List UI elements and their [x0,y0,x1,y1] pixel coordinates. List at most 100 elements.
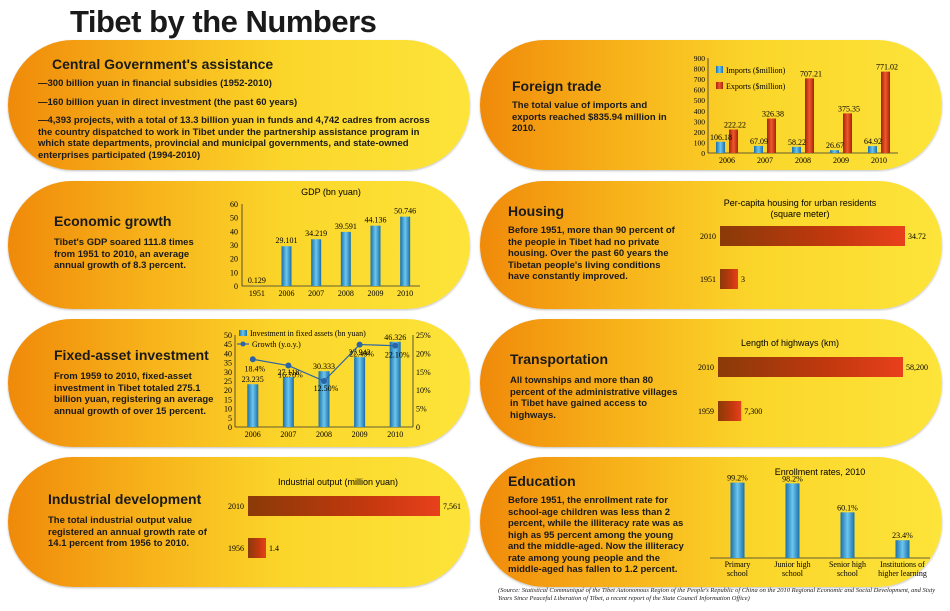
bar-exports [805,78,814,153]
data-label: 39.591 [335,222,357,231]
bar-exports [729,129,738,153]
bar-exports [843,113,852,153]
housing-title: Housing [508,203,564,219]
growth-point [249,356,256,363]
x-tick-label: 2008 [338,289,354,298]
data-label: 222.22 [724,121,746,130]
y-tick-label: 5 [228,414,232,423]
y-tick-label: 2010 [698,363,714,372]
industrial-panel: Industrial development The total industr… [8,457,470,587]
y-tick-label: 800 [694,65,706,74]
foreign-title: Foreign trade [512,78,602,94]
y-tick-label: 2010 [700,232,716,241]
bar [785,483,800,558]
y-tick-label: 0 [228,423,232,432]
fixed-asset-chart: 0510152025303540455005%10%15%20%25%23.23… [224,329,431,439]
bar [370,225,381,286]
growth-label: 22.40% [349,350,374,359]
x-tick-label: 2006 [245,430,261,439]
y-tick-label: 1956 [228,544,244,553]
y-tick-label: 25 [224,377,232,386]
central-line: —160 billion yuan in direct investment (… [38,96,298,108]
data-label: 58,200 [906,363,928,372]
bar [311,239,322,286]
enrollment-chart: Enrollment rates, 201099.2%Primaryschool… [710,467,930,578]
industrial-chart: Industrial output (million yuan) 2010 7,56… [228,477,461,558]
transportation-panel: Transportation All townships and more th… [480,319,942,447]
education-panel: Education Before 1951, the enrollment ra… [480,457,942,587]
data-label: 60.1% [837,503,858,512]
data-label: 7,561 [443,502,461,511]
economic-text: Tibet's GDP soared 111.8 times from 1951… [54,237,194,271]
y-tick-label: 30 [230,241,238,250]
economic-growth-panel: Economic growth Tibet's GDP soared 111.8… [8,181,470,309]
y-tick-label: 200 [694,128,706,137]
growth-point [392,342,399,349]
growth-label: 22.10% [385,351,410,360]
housing-chart: Per-capita housing for urban residents(s… [700,198,926,289]
data-label: 44.136 [365,216,387,225]
education-text: Before 1951, the enrollment rate for sch… [508,495,684,575]
data-label: 771.02 [876,63,898,72]
bar-imports [830,150,839,153]
y-tick-label: 10 [230,268,238,277]
data-label: 34.219 [305,229,327,238]
data-label: 106.18 [710,133,732,142]
growth-point [285,362,292,369]
bar [718,401,742,421]
industrial-title: Industrial development [48,491,202,507]
data-label: 30.333 [313,362,335,371]
data-label: 58.22 [788,138,806,147]
y-tick-label: 900 [694,54,706,63]
bar-exports [767,118,776,153]
gdp-chart: GDP (bn yuan) 0 10 20 30 40 50 60 0.129 1951 29.10… [230,187,420,298]
bar-imports [868,146,877,153]
central-lines: —300 billion yuan in financial subsidies… [38,78,443,168]
legend-swatch [239,330,247,336]
data-label: 27.118 [278,368,300,377]
legend-swatch [716,66,723,73]
x-tick-label: 2010 [871,156,887,165]
legend-label: Exports ($million) [726,82,786,91]
page-title: Tibet by the Numbers [70,4,377,39]
y-tick-label: 60 [230,200,238,209]
x-tick-label: 2010 [397,289,413,298]
y2-tick-label: 5% [416,405,427,414]
legend-swatch [716,82,723,89]
data-label: 375.35 [838,104,860,113]
y-tick-label: 2010 [228,502,244,511]
y-tick-label: 0 [701,149,705,158]
x-tick-label: school [782,569,804,578]
y2-tick-label: 0 [416,423,420,432]
economic-title: Economic growth [54,213,172,229]
x-tick-label: 2009 [352,430,368,439]
y-tick-label: 10 [224,405,232,414]
x-tick-label: Institutions of [880,560,925,569]
bar [354,357,366,427]
chart-title: (square meter) [770,209,829,219]
x-tick-label: Junior high [774,560,810,569]
y2-tick-label: 10% [416,386,431,395]
y-tick-label: 20 [230,255,238,264]
growth-point [356,341,363,348]
bar [248,538,266,558]
data-label: 67.09 [750,137,768,146]
bar [389,341,401,427]
data-label: 29.101 [276,236,298,245]
fixed-text: From 1959 to 2010, fixed-asset investmen… [54,371,214,417]
bar-imports [716,141,725,153]
legend-marker [240,341,246,347]
bar [400,216,411,286]
x-tick-label: Senior high [829,560,866,569]
x-tick-label: 2006 [719,156,735,165]
y-tick-label: 100 [694,138,706,147]
industrial-text: The total industrial output value regist… [48,515,207,549]
transport-text: All townships and more than 80 percent o… [510,375,678,421]
data-label: 3 [741,275,745,284]
central-line: —4,393 projects, with a total of 13.3 bi… [38,115,430,161]
y-tick-label: 45 [224,340,232,349]
data-label: 50.746 [394,207,416,216]
bar [281,246,292,286]
data-label: 46.326 [384,333,406,342]
